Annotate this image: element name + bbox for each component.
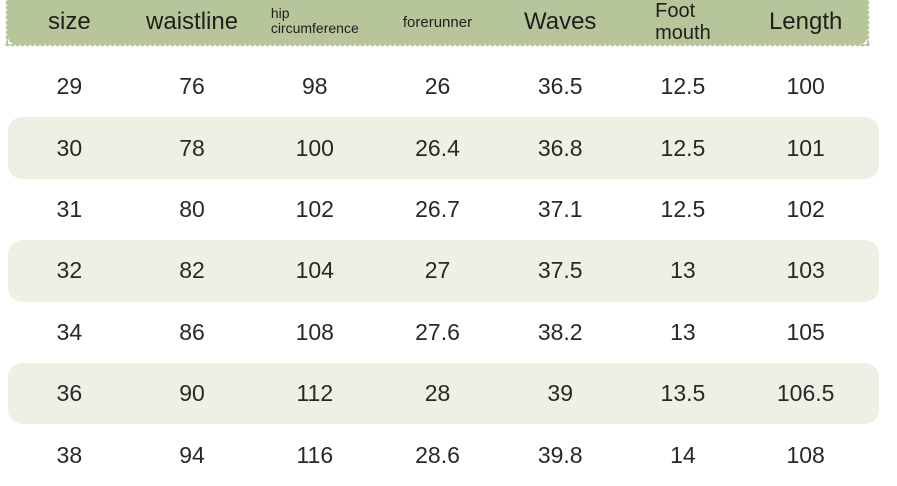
table-cell: 39.8: [537, 441, 583, 468]
table-cell: 13.5: [660, 380, 706, 407]
header-cell-length: Length: [768, 8, 843, 35]
table-row: 30 78 100 26.4 36.8 12.5 101: [8, 117, 879, 179]
header-cell-hip-circumference: hip circumference: [270, 4, 359, 37]
table-cell: 27.6: [415, 318, 460, 345]
header-row: size waistline hip circumference forerun…: [8, 0, 867, 44]
table-cell: 78: [179, 134, 205, 161]
size-chart-table: 29 76 98 26 36.5 12.5 100 30 78 100 26.4…: [8, 56, 879, 486]
table-cell: 13: [670, 257, 696, 284]
table-cell: 28.6: [415, 441, 460, 468]
table-cell: 34: [56, 318, 83, 345]
table-cell: 13: [670, 318, 696, 345]
table-cell: 31: [56, 195, 83, 222]
table-cell: 37.1: [537, 195, 583, 222]
table-cell: 27: [424, 257, 451, 284]
table-cell: 32: [56, 257, 83, 284]
table-cell: 26.4: [415, 134, 460, 161]
table-cell: 116: [296, 441, 334, 468]
table-cell: 98: [301, 73, 328, 100]
serrated-edge-left: [4, 0, 8, 44]
table-cell: 90: [179, 380, 205, 407]
table-cell: 103: [786, 257, 825, 284]
table-cell: 30: [56, 134, 83, 161]
table-cell: 12.5: [660, 134, 706, 161]
table-cell: 38.2: [537, 318, 583, 345]
table-cell: 82: [179, 257, 205, 284]
table-cell: 108: [295, 318, 334, 345]
table-cell: 102: [786, 195, 825, 222]
table-row: 34 86 108 27.6 38.2 13 105: [8, 302, 879, 363]
table-row: 31 80 102 26.7 37.1 12.5 102: [8, 179, 879, 240]
table-cell: 26.7: [415, 195, 460, 222]
table-cell: 36.8: [537, 134, 583, 161]
table-row: 36 90 112 28 39 13.5 106.5: [8, 362, 879, 425]
table-cell: 37.5: [537, 257, 583, 284]
table-cell: 102: [295, 195, 334, 222]
table-cell: 26: [424, 73, 451, 100]
table-row: 29 76 98 26 36.5 12.5 100: [8, 56, 879, 117]
table-cell: 100: [786, 73, 825, 100]
table-cell: 86: [179, 318, 205, 345]
table-cell: 12.5: [660, 73, 706, 100]
table-cell: 105: [786, 318, 825, 345]
table-cell: 36: [56, 380, 83, 407]
table-cell: 36.5: [537, 73, 583, 100]
table-cell: 28: [424, 380, 451, 407]
table-cell: 38: [56, 441, 83, 468]
table-cell: 14: [670, 441, 696, 468]
header-cell-waves: Waves: [523, 8, 597, 35]
table-cell: 106.5: [776, 380, 835, 407]
size-chart-header: size waistline hip circumference forerun…: [4, 0, 871, 48]
header-cell-waistline: waistline: [146, 8, 239, 35]
table-cell: 112: [296, 380, 334, 407]
table-cell: 76: [179, 73, 205, 100]
header-cell-forerunner: forerunner: [402, 13, 473, 31]
table-cell: 104: [295, 257, 334, 284]
table-cell: 39: [547, 380, 573, 407]
table-cell: 108: [786, 441, 825, 468]
table-cell: 101: [786, 134, 825, 161]
serrated-edge-right: [867, 0, 871, 44]
table-cell: 100: [295, 134, 334, 161]
table-cell: 94: [179, 441, 205, 468]
table-cell: 12.5: [660, 195, 706, 222]
header-cell-size: size: [48, 8, 91, 35]
table-row: 38 94 116 28.6 39.8 14 108: [8, 424, 879, 485]
table-cell: 29: [56, 73, 83, 100]
table-row: 32 82 104 27 37.5 13 103: [8, 240, 879, 302]
table-cell: 80: [179, 195, 205, 222]
header-cell-foot-mouth: Foot mouth: [655, 0, 711, 44]
